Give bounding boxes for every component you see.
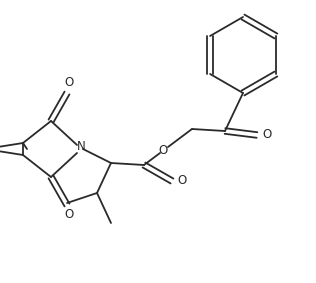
Text: O: O: [158, 145, 167, 158]
Text: O: O: [177, 175, 187, 188]
Text: O: O: [262, 128, 272, 142]
Text: O: O: [64, 209, 74, 222]
Text: N: N: [76, 140, 85, 153]
Text: O: O: [64, 76, 74, 89]
